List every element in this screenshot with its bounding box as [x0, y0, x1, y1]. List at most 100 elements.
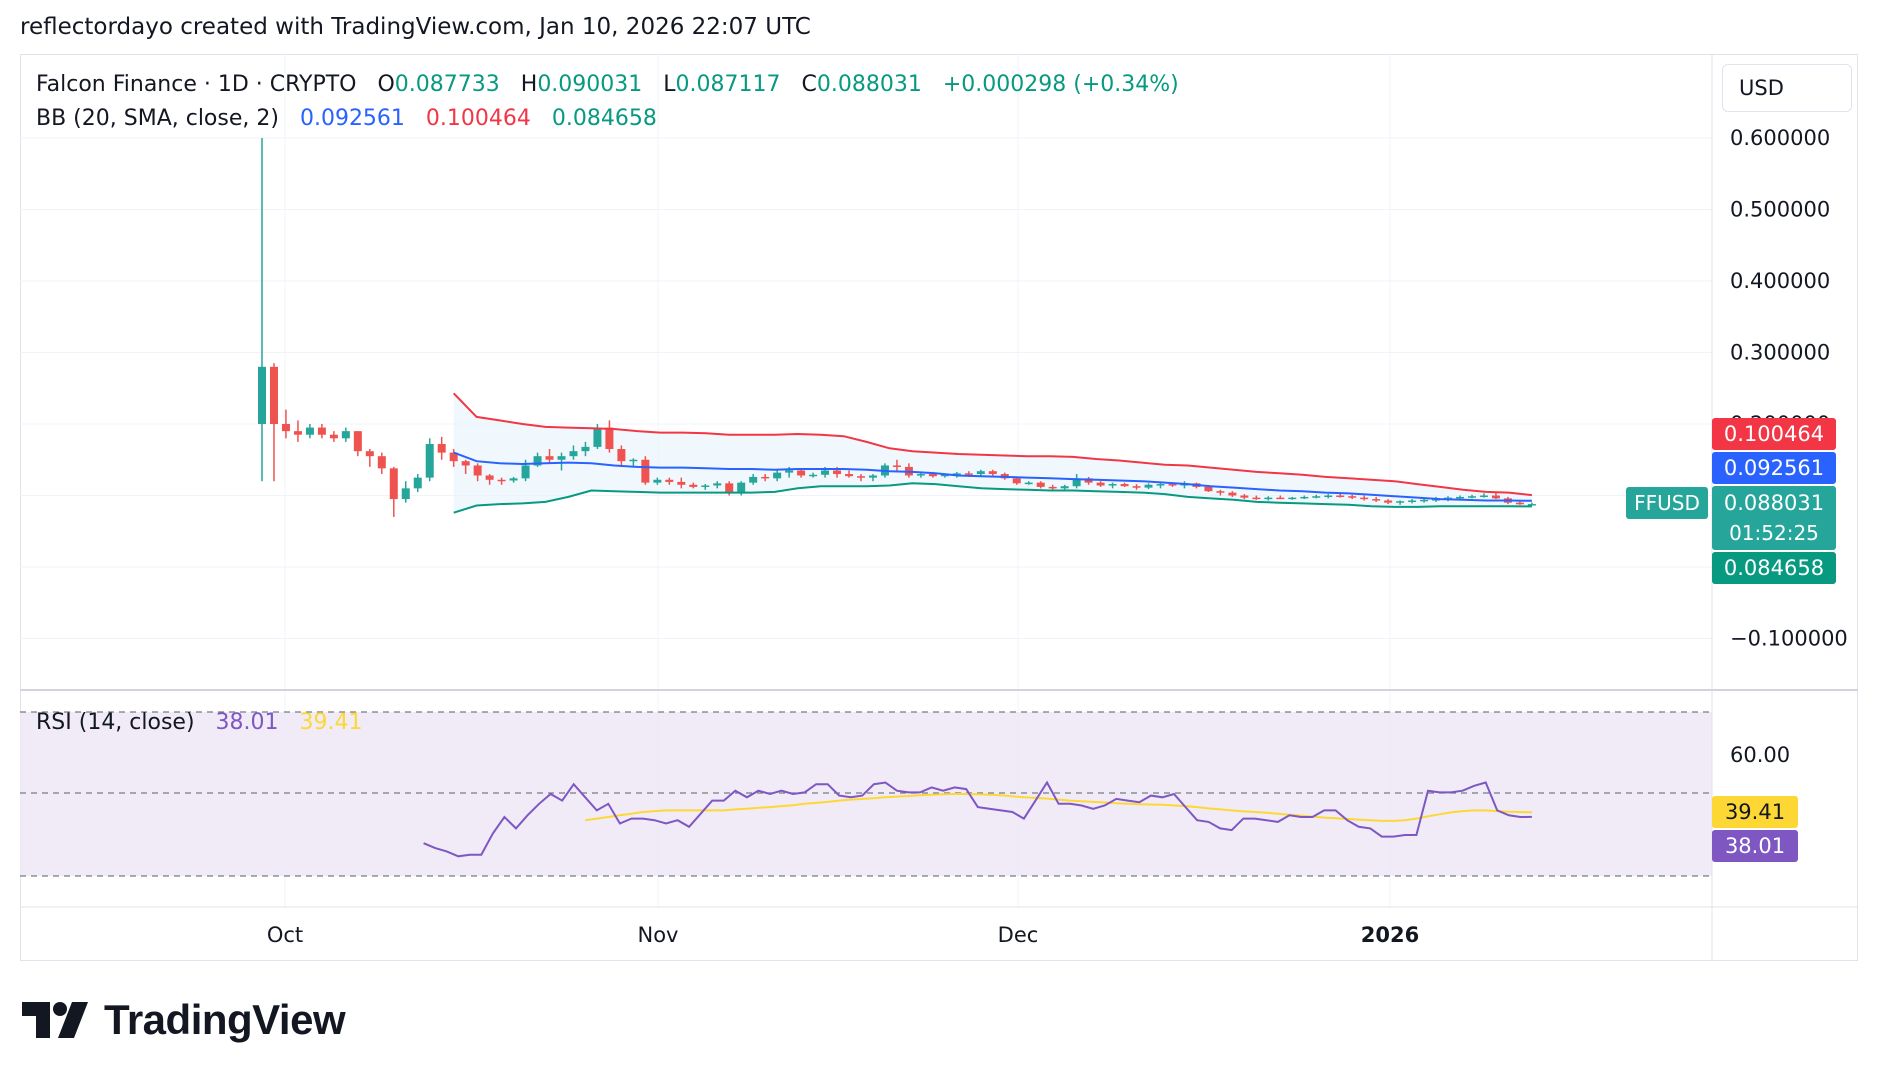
symbol-legend[interactable]: Falcon Finance · 1D · CRYPTO O0.087733 H…	[36, 72, 1179, 97]
open-value: 0.087733	[394, 72, 500, 97]
candle-body	[1012, 478, 1021, 484]
price-tick-label: 0.400000	[1730, 269, 1830, 293]
bb-label[interactable]: BB (20, SMA, close, 2)	[36, 106, 279, 131]
bollinger-band-fill	[453, 393, 1532, 513]
candle-body	[1312, 496, 1321, 498]
candle-body	[377, 456, 386, 469]
candle-body	[1300, 496, 1309, 499]
high-label: H	[520, 72, 538, 97]
bb-basis-price-box: 0.092561	[1712, 452, 1836, 484]
candle-body	[1216, 491, 1225, 493]
candle-body	[533, 456, 542, 466]
candle-body	[365, 451, 374, 457]
price-tick-label: 0.600000	[1730, 126, 1830, 150]
candle-body	[258, 366, 266, 424]
candle-body	[593, 427, 602, 447]
bollinger-legend[interactable]: BB (20, SMA, close, 2) 0.092561 0.100464…	[36, 106, 657, 131]
close-value: 0.088031	[816, 72, 922, 97]
rsi-band-background	[20, 712, 1712, 876]
time-tick-label: Dec	[998, 923, 1039, 947]
candle-body	[737, 482, 746, 492]
candle-body	[1336, 495, 1345, 497]
candle-body	[1372, 499, 1381, 501]
rsi-ma-box: 39.41	[1712, 796, 1798, 828]
currency-button[interactable]: USD	[1722, 64, 1852, 112]
candle-body	[401, 488, 410, 500]
candle-body	[1420, 499, 1429, 502]
change-value: +0.000298 (+0.34%)	[942, 72, 1179, 97]
rsi-legend[interactable]: RSI (14, close) 38.01 39.41	[36, 710, 362, 735]
rsi-scale-tick: 60.00	[1730, 743, 1790, 767]
candle-body	[1467, 496, 1476, 498]
candle-body	[1168, 484, 1177, 486]
candle-body	[629, 459, 638, 462]
low-value: 0.087117	[675, 72, 781, 97]
bollinger-upper-line	[452, 392, 1533, 497]
candle-body	[916, 474, 925, 476]
candle-body	[605, 427, 614, 450]
candle-body	[413, 477, 422, 489]
candle-body	[1324, 495, 1333, 497]
candle-body	[857, 476, 865, 478]
candle-body	[892, 465, 901, 467]
candle-body	[713, 483, 722, 486]
time-axis[interactable]: Oct Nov Dec 2026	[267, 923, 1419, 947]
symbol-badge[interactable]: FFUSD	[1626, 487, 1708, 519]
candle-body	[1360, 497, 1369, 500]
candle-body	[749, 476, 758, 483]
tradingview-logo[interactable]: TradingView	[22, 995, 346, 1045]
candle-body	[1348, 496, 1357, 498]
candle-body	[1491, 495, 1500, 499]
rsi-line	[423, 780, 1532, 858]
rsi-label[interactable]: RSI (14, close)	[36, 710, 195, 735]
chart-frame[interactable]	[20, 54, 1858, 961]
candle-body	[281, 424, 290, 432]
candle-body	[1288, 497, 1297, 500]
candle-body	[976, 471, 985, 475]
rsi-value: 38.01	[215, 710, 279, 735]
rsi-value-box: 38.01	[1712, 830, 1798, 862]
candle-body	[1060, 486, 1069, 489]
candle-body	[689, 484, 698, 487]
candle-body	[557, 456, 566, 460]
candle-body	[1527, 504, 1536, 506]
candle-body	[1252, 497, 1261, 500]
candle-body	[1204, 486, 1213, 492]
bb-upper-value: 0.100464	[425, 106, 531, 131]
candle-body	[461, 461, 470, 466]
candle-body	[797, 470, 806, 476]
candle-body	[809, 474, 818, 477]
candle-body	[389, 468, 398, 500]
candle-body	[437, 444, 446, 453]
rsi-band-lines	[20, 711, 1712, 877]
candle-body	[1456, 496, 1464, 499]
candle-body	[449, 452, 458, 462]
candle-body	[341, 431, 350, 439]
candle-body	[1240, 495, 1249, 498]
bollinger-lower-line	[453, 482, 1532, 514]
candle-body	[845, 474, 854, 477]
candle-body	[773, 472, 782, 479]
high-value: 0.090031	[537, 72, 643, 97]
low-label: L	[663, 72, 676, 97]
time-tick-label: Oct	[267, 923, 303, 947]
candle-body	[701, 485, 710, 487]
candle-body	[353, 431, 362, 452]
candle-body	[1036, 482, 1045, 487]
candle-body	[1132, 486, 1141, 488]
candle-body	[269, 366, 278, 424]
candle-body	[821, 470, 830, 475]
rsi-ma-line	[585, 793, 1532, 822]
candlestick-series	[258, 138, 1536, 517]
candle-body	[617, 449, 626, 462]
time-tick-label: Nov	[638, 923, 679, 947]
candle-body	[641, 459, 650, 483]
tradingview-logo-icon	[22, 1002, 88, 1038]
candle-body	[305, 427, 314, 435]
price-tick-label: 0.300000	[1730, 341, 1830, 365]
candle-body	[497, 479, 506, 482]
candle-body	[1024, 482, 1033, 485]
symbol-title[interactable]: Falcon Finance · 1D · CRYPTO	[36, 72, 357, 97]
candle-body	[569, 451, 578, 457]
